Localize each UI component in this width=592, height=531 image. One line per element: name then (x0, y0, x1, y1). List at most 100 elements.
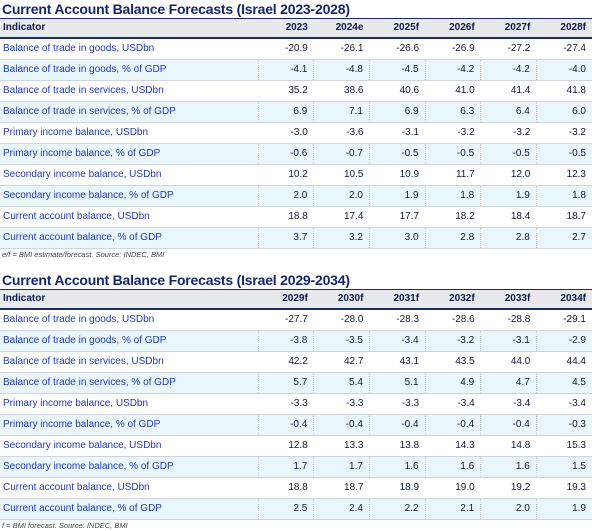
cell-value: -0.4 (424, 414, 481, 436)
cell-value: 41.8 (566, 85, 586, 96)
cell-value: -29.1 (563, 314, 586, 325)
row-label: Balance of trade in services, % of GDP (0, 372, 259, 394)
cell-value: -3.3 (346, 398, 364, 409)
header-year: 2032f (425, 289, 481, 310)
table-row: Balance of trade in services, USDbn 42.2 4… (0, 352, 592, 373)
table-row: Current account balance, % of GDP 2.5 2.4 2… (0, 498, 592, 520)
cell-value: 2.0 (257, 185, 314, 207)
cell-value: -3.2 (513, 127, 531, 138)
header-year: 2033f (480, 289, 537, 310)
cell-value: -0.4 (480, 414, 537, 436)
cell-value: 1.8 (424, 185, 481, 207)
cell-value: 43.1 (399, 356, 420, 367)
row-label: Balance of trade in goods, USDbn (3, 43, 155, 54)
cell-value: -2.9 (535, 330, 592, 352)
header-year: 2028f (536, 18, 592, 39)
cell-value: 18.7 (566, 211, 586, 222)
cell-value: -27.2 (507, 43, 531, 54)
cell-value: 1.6 (424, 456, 481, 478)
table-row: Balance of trade in goods, USDbn -20.9 -26… (0, 38, 592, 60)
row-label: Primary income balance, USDbn (3, 398, 149, 409)
cell-value: -0.5 (480, 143, 537, 165)
table-footnote: f = BMI forecast. Source: INDEC, BMI (2, 521, 128, 530)
cell-value: 17.7 (399, 211, 420, 222)
cell-value: 2.5 (257, 498, 314, 520)
table-row: Balance of trade in goods, % of GDP -4.1-… (0, 59, 592, 81)
cell-value: 2.0 (480, 498, 537, 520)
cell-value: 18.4 (510, 211, 531, 222)
cell-value: 7.1 (313, 101, 370, 123)
table-row: Balance of trade in services, USDbn 35.2 3… (0, 81, 592, 102)
cell-value: 1.6 (480, 456, 537, 478)
cell-value: -26.9 (451, 43, 475, 54)
table-row: Balance of trade in services, % of GDP 6.… (0, 101, 592, 123)
cell-value: -0.5 (535, 143, 592, 165)
table-row: Current account balance, USDbn 18.8 18.7 18… (0, 478, 592, 499)
cell-value: 3.2 (313, 227, 370, 249)
cell-value: -3.3 (401, 398, 420, 409)
row-label: Secondary income balance, USDbn (3, 169, 162, 180)
cell-value: -3.6 (346, 127, 364, 138)
cell-value: -0.6 (257, 143, 314, 165)
header-year: 2025f (369, 18, 426, 39)
cell-value: 40.6 (399, 85, 420, 96)
cell-value: 14.3 (455, 440, 475, 451)
cell-value: 38.6 (343, 85, 364, 96)
table-row: Balance of trade in services, % of GDP 5.… (0, 372, 592, 394)
cell-value: 19.3 (566, 482, 586, 493)
forecast-table-section-2: Current Account Balance Forecasts (Israe… (0, 271, 592, 531)
cell-value: -3.3 (290, 398, 308, 409)
header-year: 2026f (425, 18, 481, 39)
forecast-table: Indicator 2029f 2030f 2031f 2032f 2033f … (0, 289, 592, 520)
cell-value: 6.9 (257, 101, 314, 123)
cell-value: -20.9 (285, 43, 308, 54)
cell-value: 18.7 (343, 482, 364, 493)
cell-value: -4.2 (424, 59, 481, 81)
cell-value: 18.8 (288, 482, 308, 493)
cell-value: 41.0 (455, 85, 475, 96)
cell-value: -28.8 (507, 314, 531, 325)
cell-value: -26.1 (340, 43, 364, 54)
cell-value: 6.4 (480, 101, 537, 123)
header-indicator: Indicator (0, 289, 259, 310)
cell-value: -3.0 (290, 127, 308, 138)
cell-value: -28.6 (451, 314, 475, 325)
row-label: Current account balance, % of GDP (0, 227, 259, 249)
row-label: Balance of trade in goods, % of GDP (0, 330, 259, 352)
cell-value: -4.2 (480, 59, 537, 81)
cell-value: 2.4 (313, 498, 370, 520)
table-row: Primary income balance, % of GDP -0.4 -0.4… (0, 414, 592, 436)
table-row: Secondary income balance, % of GDP 1.7 1.7… (0, 456, 592, 478)
row-label: Primary income balance, % of GDP (0, 143, 259, 165)
cell-value: -3.2 (457, 127, 475, 138)
row-label: Balance of trade in services, USDbn (3, 85, 164, 96)
table-row: Primary income balance, % of GDP -0.6 -0.7… (0, 143, 592, 165)
cell-value: -3.1 (401, 127, 420, 138)
row-label: Balance of trade in goods, USDbn (3, 314, 155, 325)
table-row: Primary income balance, USDbn -3.0 -3.6 -3.… (0, 123, 592, 144)
row-label: Balance of trade in goods, % of GDP (0, 59, 259, 81)
cell-value: -0.4 (313, 414, 370, 436)
cell-value: -26.6 (396, 43, 420, 54)
cell-value: -4.0 (535, 59, 592, 81)
header-row: Indicator 2029f 2030f 2031f 2032f 2033f … (0, 289, 592, 310)
row-label: Secondary income balance, % of GDP (0, 456, 259, 478)
cell-value: -3.2 (424, 330, 481, 352)
cell-value: 1.9 (480, 185, 537, 207)
cell-value: -0.5 (424, 143, 481, 165)
cell-value: 4.7 (480, 372, 537, 394)
cell-value: 5.7 (257, 372, 314, 394)
cell-value: 2.8 (424, 227, 481, 249)
cell-value: 12.8 (288, 440, 308, 451)
cell-value: 10.5 (343, 169, 364, 180)
cell-value: 42.2 (288, 356, 308, 367)
header-year: 2023 (258, 18, 314, 39)
cell-value: 2.1 (424, 498, 481, 520)
cell-value: -3.4 (568, 398, 586, 409)
cell-value: 1.7 (257, 456, 314, 478)
header-year: 2031f (369, 289, 426, 310)
cell-value: -3.8 (257, 330, 314, 352)
cell-value: 4.9 (424, 372, 481, 394)
cell-value: 10.2 (288, 169, 308, 180)
table-title: Current Account Balance Forecasts (Israe… (2, 1, 350, 17)
